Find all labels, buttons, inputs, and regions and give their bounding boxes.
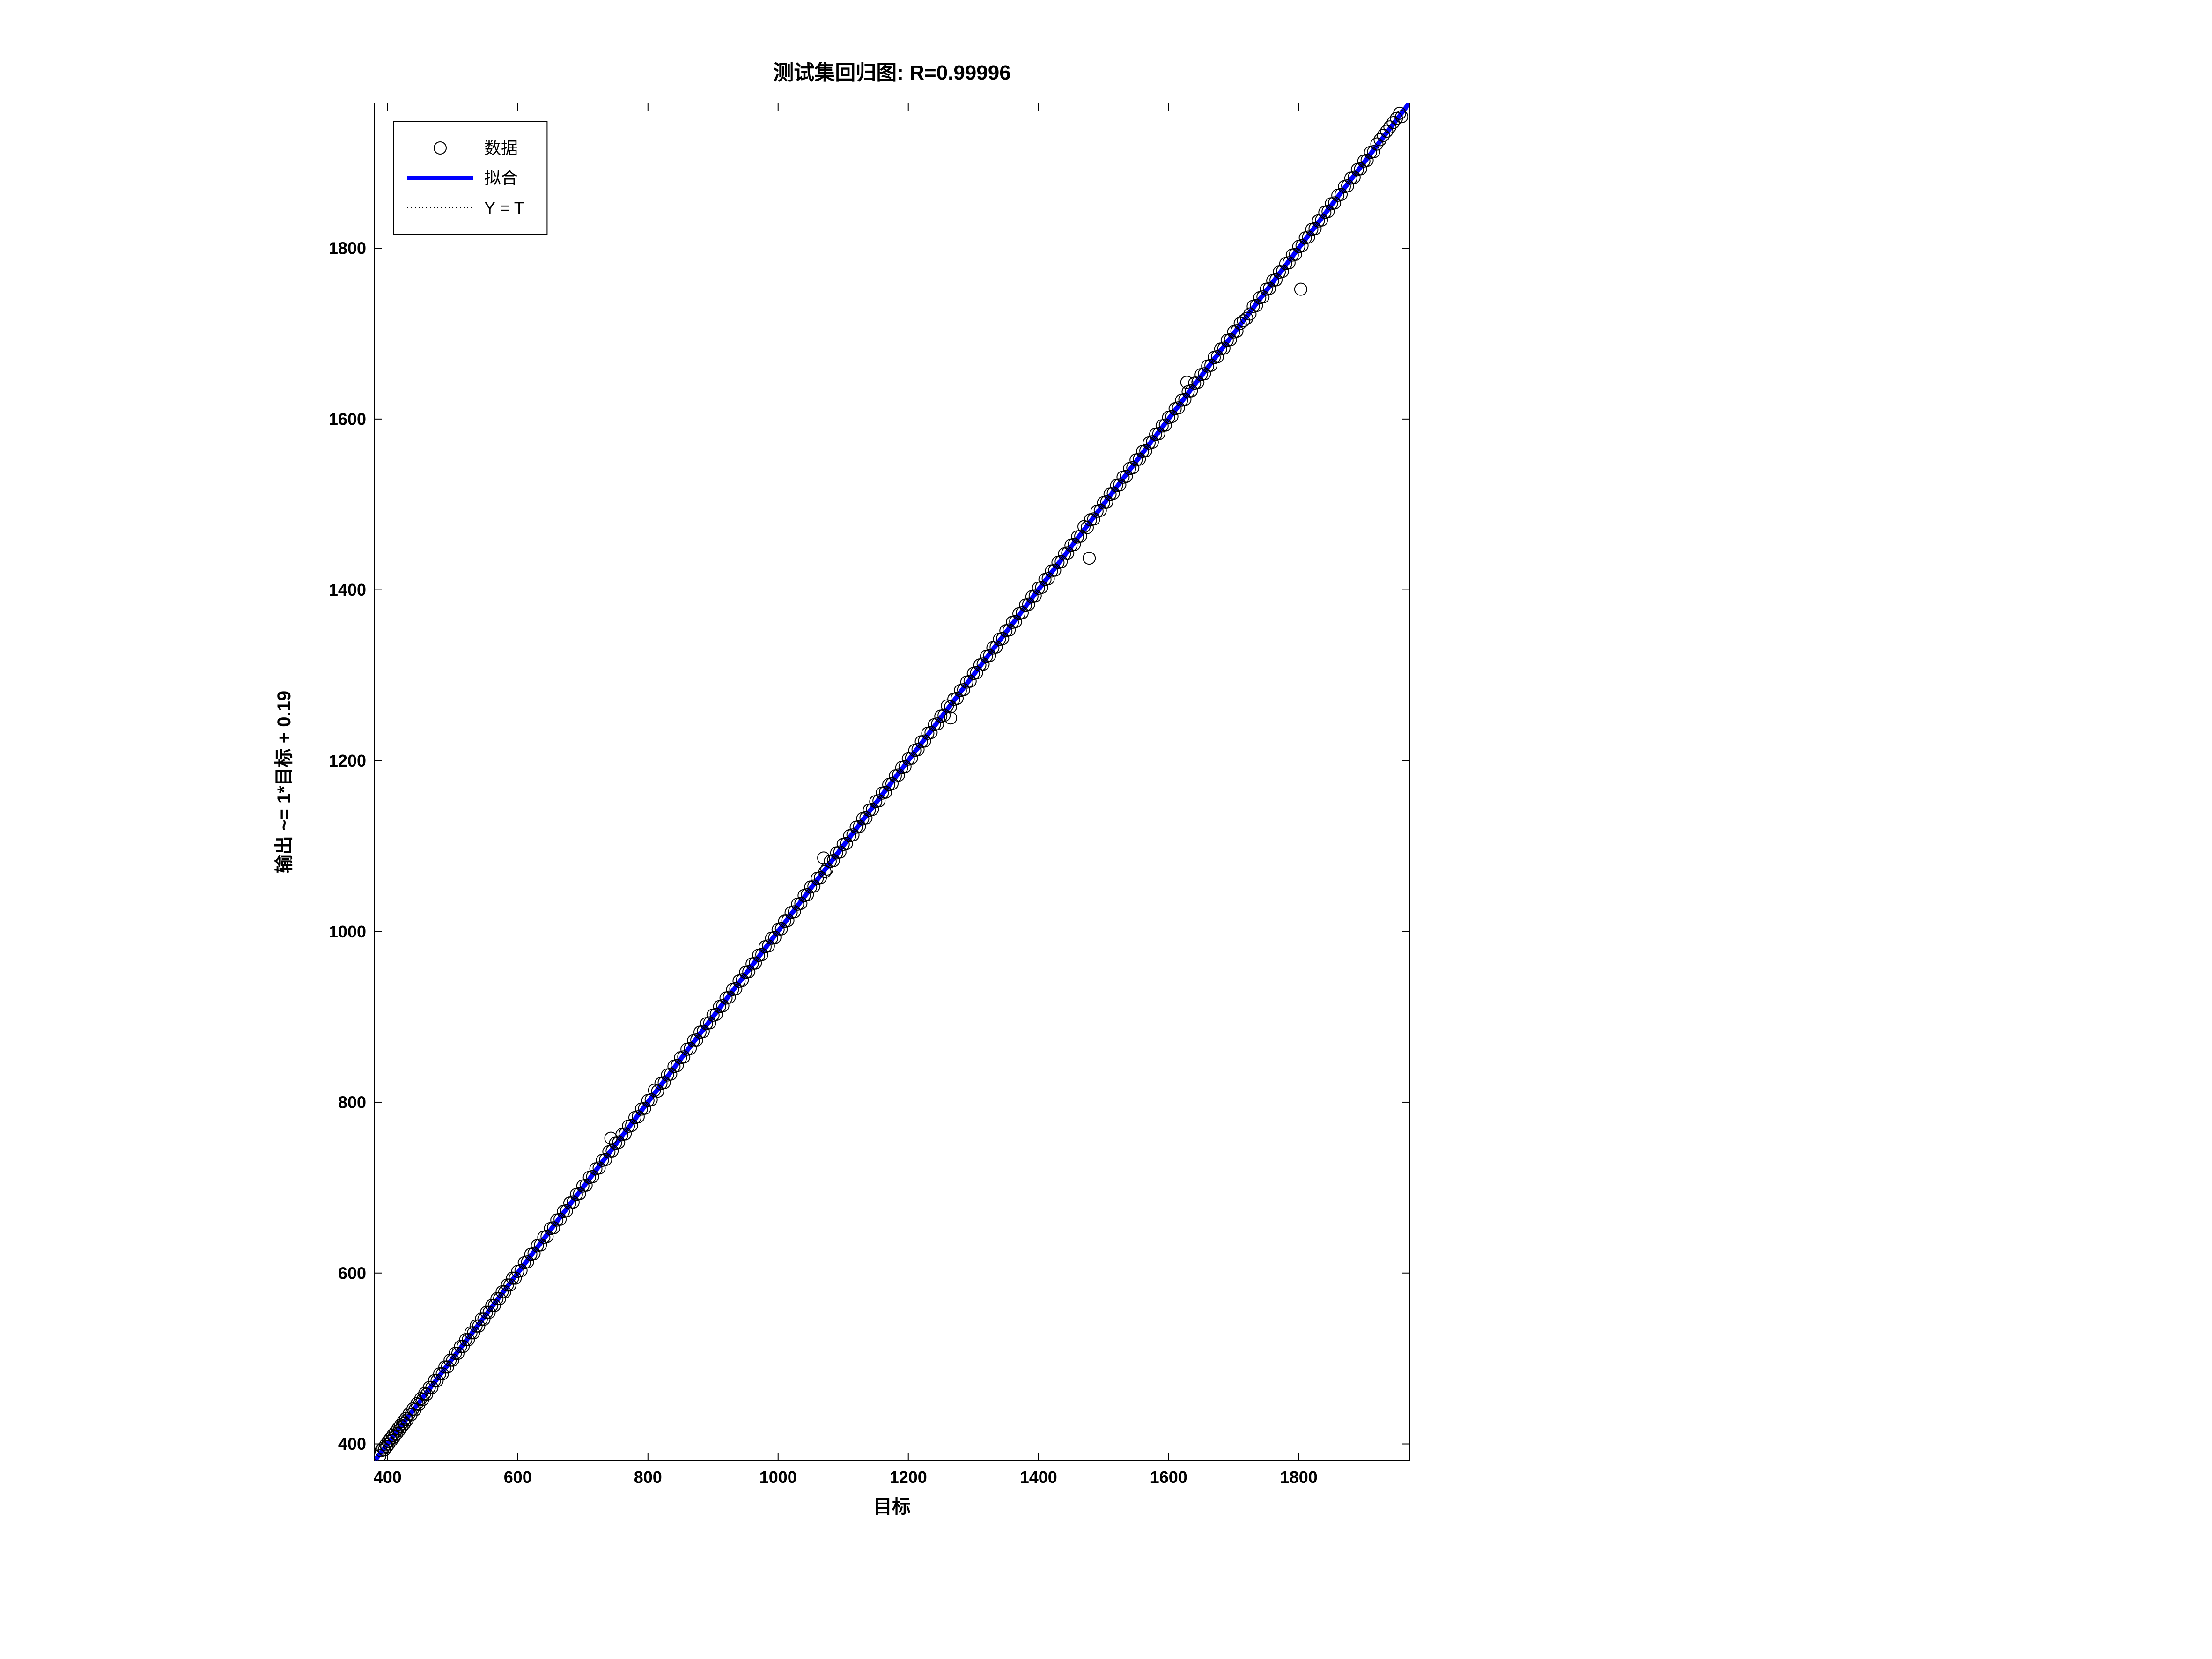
y-axis-label-svg: 输出 ~= 1*目标 + 0.19 — [274, 691, 295, 873]
x-tick-label: 800 — [634, 1467, 662, 1487]
x-tick-label: 1000 — [759, 1467, 797, 1487]
x-tick-label: 1600 — [1150, 1467, 1187, 1487]
regression-chart: 400 600 800 1000 1200 1400 1600 1800 400 600 800 10… — [0, 0, 2212, 1659]
chart-svg: 400 600 800 1000 1200 1400 1600 1800 400 600 800 10… — [0, 0, 2212, 1659]
legend-label: 拟合 — [484, 169, 518, 188]
y-tick-label: 1600 — [329, 409, 366, 428]
x-axis-label-svg: 目标 — [873, 1497, 911, 1517]
x-tick-label: 1800 — [1280, 1467, 1318, 1487]
legend-label: 数据 — [484, 139, 518, 158]
x-tick-label: 1200 — [890, 1467, 927, 1487]
x-tick-label: 1400 — [1020, 1467, 1057, 1487]
x-tick-label: 600 — [504, 1467, 532, 1487]
y-tick-label: 1800 — [329, 239, 366, 258]
y-tick-label: 1400 — [329, 580, 366, 599]
legend: 数据拟合 Y = T — [393, 122, 547, 234]
chart-title-svg: 测试集回归图: R=0.99996 — [773, 61, 1010, 84]
y-tick-label: 400 — [338, 1434, 366, 1453]
y-tick-label: 1200 — [329, 751, 366, 770]
y-tick-label: 600 — [338, 1263, 366, 1283]
y-tick-label: 800 — [338, 1093, 366, 1112]
legend-label: Y = T — [484, 199, 524, 218]
y-tick-label: 1000 — [329, 922, 366, 941]
x-tick-label: 400 — [374, 1467, 402, 1487]
